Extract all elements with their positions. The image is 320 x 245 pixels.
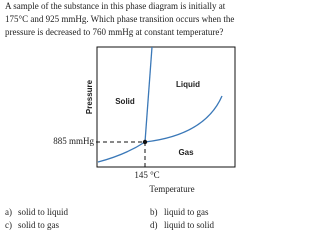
pressure-marker: 885 mmHg	[53, 136, 94, 146]
region-label: Solid	[115, 97, 135, 106]
option-text: solid to gas	[18, 220, 59, 230]
question-line: A sample of the substance in this phase …	[5, 1, 226, 11]
option-letter: b)	[150, 207, 158, 217]
region-label: Gas	[178, 148, 194, 157]
option-text: solid to liquid	[18, 207, 69, 217]
diagram-frame	[96, 46, 236, 168]
option-letter: c)	[5, 220, 12, 230]
y-axis-label: Pressure	[85, 79, 94, 114]
triple-point	[142, 139, 148, 145]
question-line: pressure is decreased to 760 mmHg at con…	[5, 27, 223, 37]
temperature-marker: 145 °C	[134, 170, 159, 180]
region-label: Liquid	[176, 80, 200, 89]
solid-gas-boundary	[97, 141, 146, 163]
liquid-gas-boundary	[144, 95, 223, 143]
option-text: liquid to gas	[164, 207, 209, 217]
option-letter: a)	[5, 207, 12, 217]
x-axis-label: Temperature	[149, 184, 194, 194]
page: A sample of the substance in this phase …	[5, 1, 236, 230]
option-letter: d)	[150, 220, 158, 230]
option-text: liquid to solid	[164, 220, 215, 230]
question-line: 175°C and 925 mmHg. Which phase transiti…	[5, 14, 234, 24]
solid-liquid-boundary	[144, 46, 153, 143]
